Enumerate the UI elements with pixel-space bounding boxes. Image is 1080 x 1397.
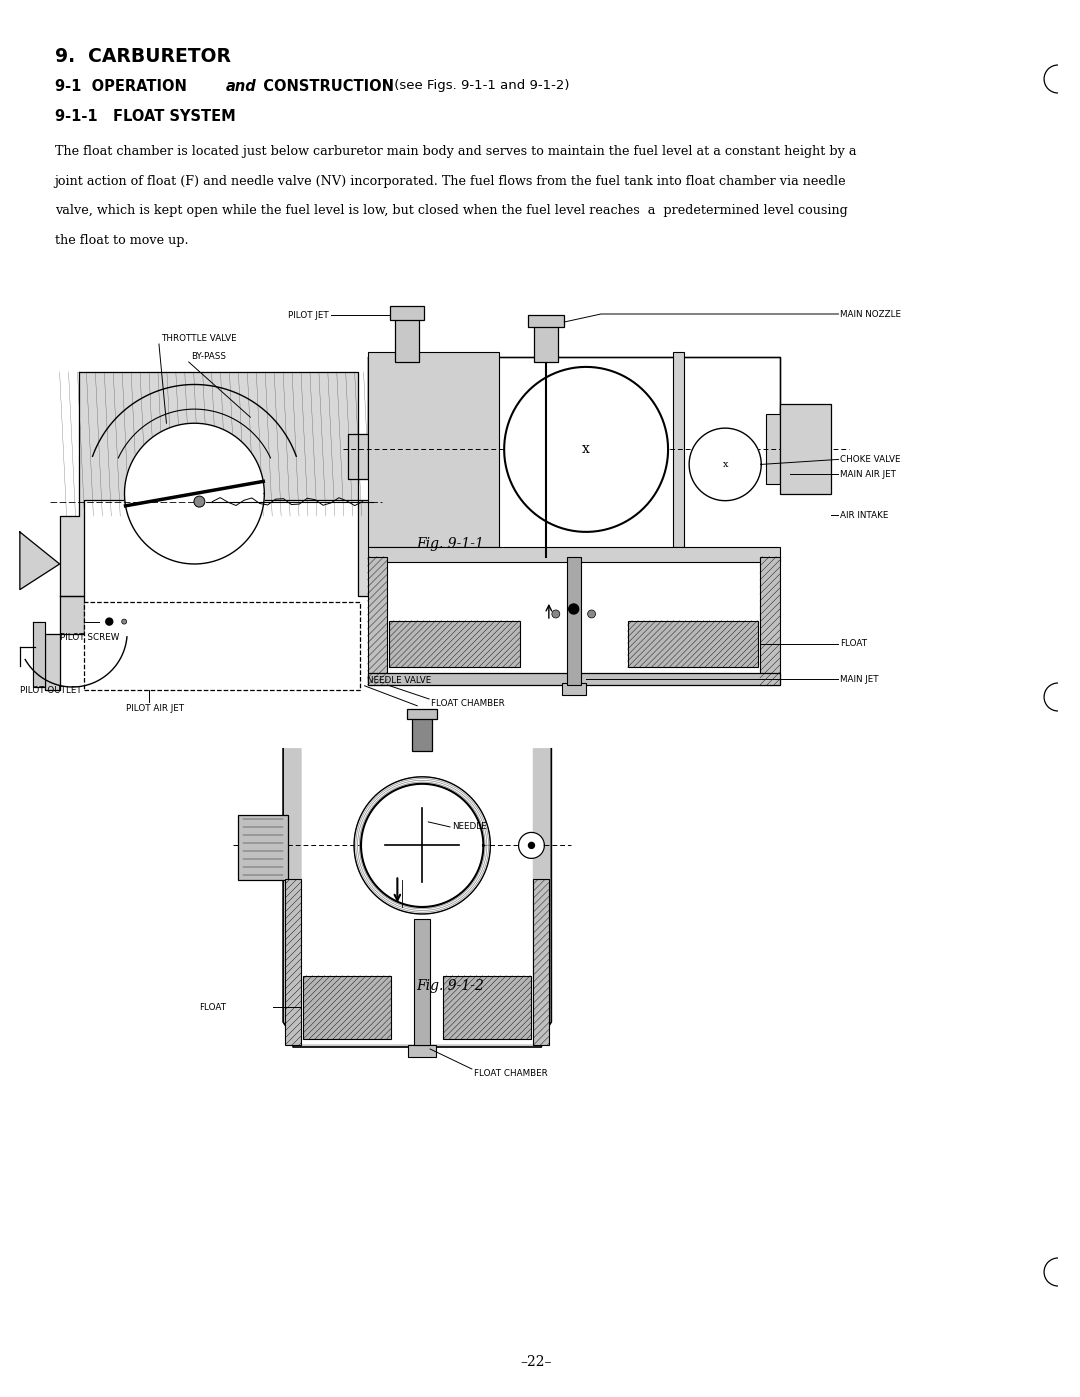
Bar — [239, 816, 288, 880]
Text: Fig. 9-1-2: Fig. 9-1-2 — [417, 979, 485, 993]
Text: joint action of float (F) and needle valve (NV) incorporated. The fuel flows fro: joint action of float (F) and needle val… — [55, 175, 847, 187]
Circle shape — [106, 617, 112, 624]
Polygon shape — [518, 833, 544, 858]
Circle shape — [552, 610, 559, 617]
Text: PILOT AIR JET: PILOT AIR JET — [126, 704, 185, 712]
Text: FLOAT: FLOAT — [200, 1003, 227, 1011]
Text: –22–: –22– — [521, 1355, 552, 1369]
Text: The float chamber is located just below carburetor main body and serves to maint: The float chamber is located just below … — [55, 145, 856, 158]
Text: Fig. 9-1-1: Fig. 9-1-1 — [417, 536, 485, 550]
Polygon shape — [504, 367, 669, 532]
Bar — [528, 314, 564, 327]
Text: MAIN JET: MAIN JET — [840, 675, 879, 683]
Circle shape — [528, 842, 535, 848]
Circle shape — [588, 610, 595, 617]
Text: x: x — [723, 460, 728, 469]
Text: PILOT SCREW: PILOT SCREW — [59, 633, 119, 643]
Bar — [562, 683, 585, 694]
Text: and: and — [226, 80, 256, 94]
Bar — [390, 620, 519, 668]
Bar — [534, 879, 550, 1045]
Text: NEEDLE: NEEDLE — [453, 823, 487, 831]
Text: x: x — [582, 443, 590, 457]
Bar — [443, 975, 531, 1039]
Polygon shape — [32, 622, 44, 687]
Text: FLOAT CHAMBER: FLOAT CHAMBER — [474, 1069, 548, 1078]
Polygon shape — [44, 597, 84, 690]
Text: PILOT JET: PILOT JET — [288, 310, 328, 320]
Bar — [760, 556, 780, 685]
Polygon shape — [124, 423, 265, 564]
Circle shape — [569, 604, 579, 613]
Bar — [673, 352, 684, 546]
Circle shape — [122, 619, 126, 624]
Text: MAIN NOZZLE: MAIN NOZZLE — [840, 310, 902, 319]
Bar — [367, 673, 780, 685]
Bar — [407, 708, 437, 719]
Bar — [567, 556, 581, 685]
Text: the float to move up.: the float to move up. — [55, 233, 188, 246]
Bar — [413, 711, 432, 750]
Polygon shape — [689, 427, 761, 500]
Bar — [390, 306, 424, 320]
Text: 9-1-1   FLOAT SYSTEM: 9-1-1 FLOAT SYSTEM — [55, 109, 235, 124]
Bar — [766, 415, 780, 485]
Polygon shape — [19, 532, 59, 590]
Text: PILOT OUTLET: PILOT OUTLET — [19, 686, 82, 694]
Text: AIR INTAKE: AIR INTAKE — [840, 511, 889, 520]
Polygon shape — [283, 749, 551, 1046]
Bar — [367, 556, 388, 685]
Text: valve, which is kept open while the fuel level is low, but closed when the fuel : valve, which is kept open while the fuel… — [55, 204, 848, 217]
Bar — [395, 312, 419, 362]
Text: FLOAT: FLOAT — [840, 640, 867, 648]
Text: CONSTRUCTION: CONSTRUCTION — [254, 80, 394, 94]
Bar — [84, 602, 360, 690]
Text: 9-1  OPERATION: 9-1 OPERATION — [55, 80, 197, 94]
Text: (see Figs. 9-1-1 and 9-1-2): (see Figs. 9-1-1 and 9-1-2) — [390, 80, 570, 92]
Bar — [780, 404, 832, 495]
Bar — [367, 546, 780, 562]
Polygon shape — [59, 372, 382, 597]
Text: MAIN AIR JET: MAIN AIR JET — [840, 469, 896, 479]
Bar — [535, 319, 558, 362]
Bar — [285, 879, 301, 1045]
Text: NEEDLE VALVE: NEEDLE VALVE — [366, 676, 431, 685]
Text: BY-PASS: BY-PASS — [191, 352, 226, 360]
Bar — [367, 352, 499, 546]
Circle shape — [194, 496, 205, 507]
Polygon shape — [348, 358, 824, 479]
Bar — [408, 1045, 436, 1058]
Text: FLOAT CHAMBER: FLOAT CHAMBER — [431, 698, 504, 708]
Polygon shape — [361, 784, 484, 907]
Text: THROTTLE VALVE: THROTTLE VALVE — [161, 334, 237, 344]
Text: 9.  CARBURETOR: 9. CARBURETOR — [55, 47, 231, 66]
Bar — [415, 919, 430, 1045]
Text: CHOKE VALVE: CHOKE VALVE — [840, 455, 901, 464]
Bar — [627, 620, 758, 668]
Bar — [303, 975, 391, 1039]
